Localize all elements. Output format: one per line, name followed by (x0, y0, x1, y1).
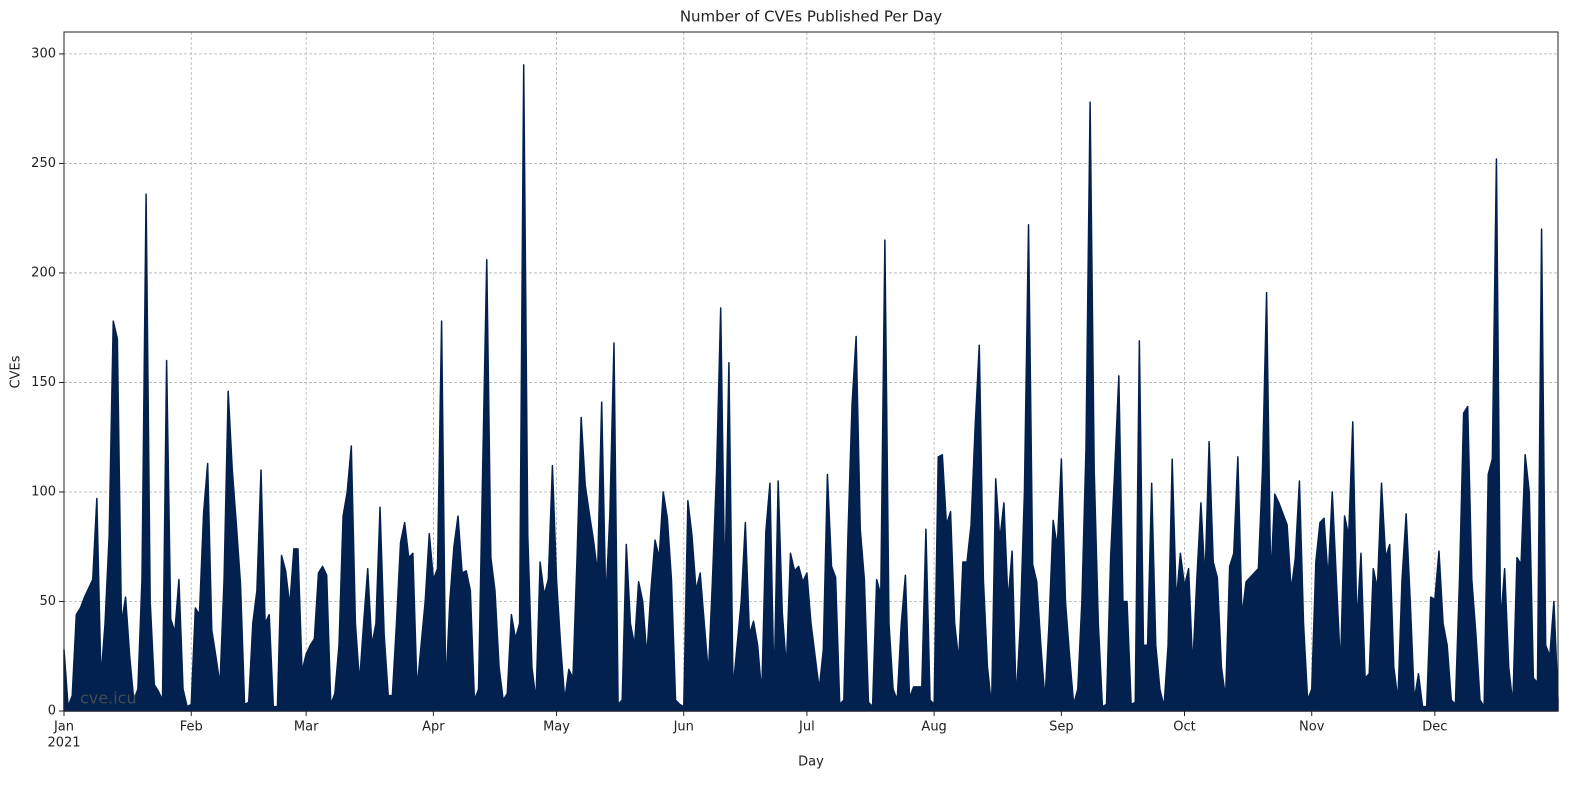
y-tick-label: 300 (31, 46, 56, 61)
x-tick-label: Jan (53, 720, 74, 735)
x-tick-label: Sep (1049, 720, 1074, 735)
x-axis-label: Day (798, 755, 824, 770)
y-tick-label: 150 (31, 375, 56, 390)
area (63, 64, 1559, 712)
y-tick-label: 50 (39, 594, 56, 609)
x-year-label: 2021 (47, 736, 80, 751)
x-tick-label: Feb (180, 720, 203, 735)
x-tick-label: Nov (1299, 720, 1325, 735)
x-tick-label: Jul (798, 720, 815, 735)
x-tick-label: Aug (921, 720, 946, 735)
x-tick-label: Jun (673, 720, 694, 735)
y-axis-label: CVEs (9, 355, 24, 388)
y-tick-label: 200 (31, 265, 56, 280)
y-tick-label: 0 (48, 704, 56, 719)
y-tick-label: 100 (31, 484, 56, 499)
x-tick-label: Dec (1422, 720, 1447, 735)
x-tick-label: May (543, 720, 570, 735)
x-tick-label: Apr (422, 720, 445, 735)
watermark: cve.icu (80, 689, 137, 708)
x-tick-label: Oct (1173, 720, 1195, 735)
y-tick-label: 250 (31, 156, 56, 171)
chart-title: Number of CVEs Published Per Day (680, 8, 942, 26)
plot-frame (63, 31, 1559, 712)
x-tick-label: Mar (294, 720, 319, 735)
